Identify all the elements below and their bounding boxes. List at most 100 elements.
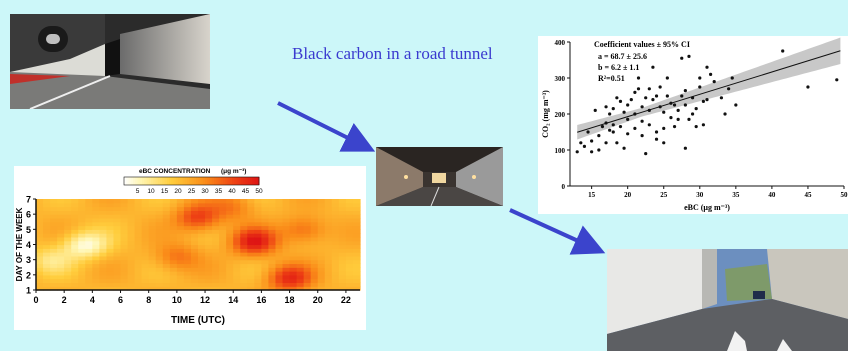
heatmap-cell: [141, 267, 150, 272]
data-point: [636, 87, 641, 91]
heatmap-cell: [162, 206, 171, 211]
heatmap-cell: [282, 286, 291, 291]
heatmap-cell: [64, 229, 72, 234]
heatmap-cell: [71, 199, 79, 204]
heatmap-cell: [50, 233, 58, 238]
heatmap-cell: [155, 236, 164, 242]
heatmap-cell: [310, 263, 319, 268]
heatmap-cell: [254, 267, 262, 272]
y-tick-label: 1: [26, 286, 31, 296]
colorbar-swatch: [166, 177, 170, 185]
heatmap-cell: [261, 236, 270, 242]
heatmap-cell: [254, 259, 262, 265]
heatmap-cell: [183, 214, 192, 219]
heatmap-cell: [36, 240, 44, 246]
colorbar-swatch: [133, 177, 136, 185]
data-point: [636, 76, 641, 80]
heatmap-cell: [36, 229, 44, 234]
heatmap-cell: [190, 278, 199, 284]
heatmap-cell: [345, 233, 354, 238]
heatmap-cell: [78, 210, 86, 215]
heatmap-cell: [205, 263, 213, 268]
heatmap-cell: [85, 240, 93, 246]
heatmap-cell: [198, 225, 206, 230]
heatmap-cell: [134, 206, 143, 211]
heatmap-cell: [64, 202, 72, 208]
heatmap-cell: [85, 202, 93, 208]
heatmap-cell: [338, 229, 347, 234]
heatmap-cell: [57, 267, 65, 272]
heatmap-cell: [289, 199, 298, 204]
heatmap-cell: [226, 199, 234, 204]
heatmap-cell: [345, 214, 354, 219]
heatmap-cell: [190, 206, 199, 211]
heatmap-cell: [205, 206, 213, 211]
heatmap-cell: [212, 233, 220, 238]
heatmap-cell: [162, 252, 171, 257]
data-point: [694, 125, 698, 129]
heatmap-cell: [254, 240, 262, 246]
heatmap-cell: [338, 217, 347, 223]
heatmap-cell: [169, 259, 178, 265]
heatmap-cell: [219, 225, 227, 230]
heatmap-cell: [247, 229, 255, 234]
colorbar-tick-label: 25: [188, 188, 196, 195]
heatmap-cell: [240, 278, 248, 284]
colorbar-swatch: [184, 177, 188, 185]
heatmap-cell: [275, 244, 284, 249]
heatmap-cell: [141, 202, 150, 208]
heatmap-cell: [275, 229, 284, 234]
heatmap-cell: [205, 271, 213, 276]
heatmap-cell: [64, 210, 72, 215]
heatmap-cell: [50, 221, 58, 227]
heatmap-cell: [226, 229, 234, 234]
colorbar-swatch: [198, 177, 201, 185]
heatmap-cell: [78, 199, 86, 204]
colorbar-swatch: [151, 177, 154, 185]
data-point: [734, 103, 738, 107]
heatmap-cell: [176, 214, 185, 219]
heatmap-cell: [43, 199, 51, 204]
heatmap-cell: [43, 202, 51, 208]
heatmap-cell: [212, 259, 220, 265]
heatmap-cell: [289, 202, 298, 208]
heatmap-cell: [296, 199, 305, 204]
heatmap-cell: [64, 274, 72, 280]
heatmap-cell: [254, 282, 262, 287]
heatmap-cell: [282, 263, 291, 268]
heatmap-cell: [162, 221, 171, 227]
heatmap-cell: [240, 233, 248, 238]
heatmap-cell: [240, 217, 248, 223]
colorbar: 5 10 15 20 25 30 35 40 45 50: [123, 176, 263, 195]
heatmap-cell: [36, 252, 44, 257]
heatmap-cell: [113, 286, 122, 291]
heatmap-cell: [310, 286, 319, 291]
heatmap-cell: [120, 282, 129, 287]
heatmap-cell: [71, 244, 79, 249]
data-point: [730, 76, 734, 80]
heatmap-cell: [345, 236, 354, 242]
heatmap-cell: [247, 282, 255, 287]
heatmap-cell: [219, 233, 227, 238]
heatmap-cell: [99, 263, 108, 268]
heatmap-cell: [352, 286, 361, 291]
heatmap-cell: [268, 206, 277, 211]
heatmap-cell: [247, 210, 255, 215]
heatmap-cell: [43, 252, 51, 257]
heatmap-cell: [352, 233, 361, 238]
y-tick-label: 100: [555, 147, 566, 155]
heatmap-cell: [240, 202, 248, 208]
heatmap-cell: [78, 248, 86, 253]
heatmap-cell: [226, 244, 234, 249]
heatmap-cell: [268, 255, 277, 261]
heatmap-cell: [345, 248, 354, 253]
heatmap-cell: [219, 271, 227, 276]
heatmap-cell: [198, 214, 206, 219]
heatmap-cell: [43, 229, 51, 234]
heatmap-cell: [85, 252, 93, 257]
heatmap-cell: [331, 274, 340, 280]
heatmap-cell: [275, 274, 284, 280]
heatmap-cell: [169, 282, 178, 287]
heatmap-cell: [289, 255, 298, 261]
heatmap-cell: [99, 255, 108, 261]
